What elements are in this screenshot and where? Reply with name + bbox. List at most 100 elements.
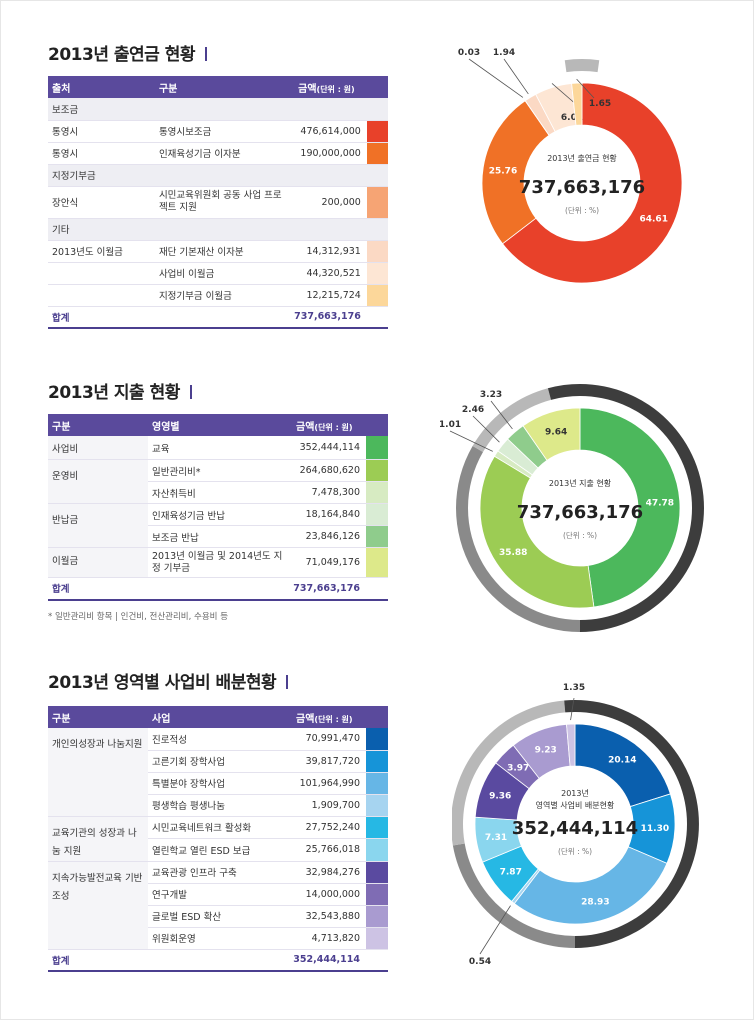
color-swatch: [366, 728, 388, 751]
table-row: 사업비 이월금 44,320,521: [48, 262, 388, 285]
outer-ring-segment: [456, 446, 580, 632]
slice-label: 35.88: [499, 548, 527, 558]
row-item: 통영시보조금: [154, 120, 291, 143]
row-amount: 12,215,724: [290, 284, 367, 307]
slice-label: 25.76: [489, 167, 517, 177]
table-row: 운영비 일반관리비* 264,680,620: [48, 459, 388, 504]
row-amount: 27,752,240: [288, 816, 366, 839]
row-item: 고른기회 장학사업: [148, 750, 288, 773]
color-swatch: [366, 816, 388, 839]
total-row: 합계 737,663,176: [48, 305, 388, 329]
table-row: 평생학습 평생나눔 1,909,700: [48, 794, 388, 817]
slice-label: 1.01: [440, 420, 461, 430]
row-item: 2013년 이월금 및 2014년도 지정 기부금: [148, 547, 288, 578]
donut-center-title: 2013년 출연금 현황: [547, 153, 617, 163]
outer-ring-segment: [564, 59, 600, 73]
header-col2: 구분: [154, 76, 291, 98]
leader-line: [449, 430, 493, 452]
color-swatch: [366, 120, 388, 143]
slice-label: 7.31: [485, 833, 507, 843]
income-donut-chart: 64.61 25.76 0.03 1.94 6.01 1.65 2013년 출연금 현황 73…: [458, 48, 683, 284]
row-item: 열린학교 열린 ESD 보급: [148, 838, 288, 862]
outer-ring-segment: [452, 700, 566, 846]
row-source: 장안식: [48, 186, 155, 219]
color-swatch: [366, 503, 388, 526]
group-label: 반납금: [48, 503, 148, 548]
expense-donut-chart: 47.78 35.88 1.012.46 3.23 9.64 2013년 지출 현황 737…: [440, 384, 704, 632]
slice-label: 3.97: [507, 764, 529, 774]
header-amount: 금액(단위 : 원): [288, 414, 388, 436]
row-amount: 18,164,840: [288, 503, 366, 526]
color-swatch: [366, 927, 388, 950]
color-swatch: [366, 838, 388, 862]
slice-label: 11.30: [641, 824, 669, 834]
slice-label: 64.61: [639, 214, 667, 224]
business-title: 2013년 영역별 사업비 배분현황: [48, 668, 289, 693]
row-amount: 71,049,176: [288, 547, 366, 578]
row-amount: 1,909,700: [288, 794, 366, 817]
total-label: 합계: [48, 948, 148, 972]
table-row: 2013년도 이월금 재단 기본재산 이자분 14,312,931: [48, 240, 388, 263]
table-row: 자산취득비 7,478,300: [48, 481, 388, 504]
row-item: 시민교육네트워크 활성화: [148, 816, 288, 839]
row-amount: 101,964,990: [288, 772, 366, 795]
group-row: 보조금: [48, 98, 388, 121]
table-row: 연구개발 14,000,000: [48, 883, 388, 906]
pie-slice: [566, 723, 576, 767]
table-row: 반납금 인재육성기금 반납 18,164,840: [48, 503, 388, 548]
donut-center-value: 737,663,176: [517, 502, 643, 523]
header-amount: 금액(단위 : 원): [288, 706, 388, 728]
slice-label: 1.65: [589, 99, 611, 109]
table-row: 사업비 교육 352,444,114: [48, 436, 388, 460]
row-source: [48, 284, 155, 307]
slice-label: 9.64: [545, 428, 567, 438]
color-swatch: [366, 262, 388, 285]
group-label: 기타: [48, 218, 367, 241]
donut-center-value: 352,444,114: [512, 818, 638, 839]
table-row: 교육기관의 성장과 나눔 지원 시민교육네트워크 활성화 27,752,240: [48, 816, 388, 862]
table-row: 위원회운영 4,713,820: [48, 927, 388, 950]
pie-slice: [571, 82, 583, 126]
row-item: 인재육성기금 이자분: [154, 142, 291, 165]
color-swatch: [366, 750, 388, 773]
color-swatch: [366, 142, 388, 165]
color-swatch: [366, 905, 388, 928]
table-row: 열린학교 열린 ESD 보급 25,766,018: [48, 838, 388, 862]
donut-center-value: 737,663,176: [519, 177, 645, 198]
header-col2: 영영별: [148, 414, 288, 436]
row-amount: 4,713,820: [288, 927, 366, 950]
leader-line: [472, 415, 500, 443]
group-label: 개인의성장과 나눔지원: [48, 728, 148, 817]
row-item: 사업비 이월금: [154, 262, 291, 285]
table-row: 이월금 2013년 이월금 및 2014년도 지정 기부금 71,049,176: [48, 547, 388, 578]
group-row: 기타: [48, 218, 388, 241]
slice-label: 1.94: [493, 48, 515, 58]
row-item: 지정기부금 이월금: [154, 284, 291, 307]
leader-line: [576, 78, 595, 99]
pie-slice: [481, 100, 550, 245]
row-item: 특별분야 장학사업: [148, 772, 288, 795]
leader-line: [570, 697, 575, 721]
donut-center-title: 2013년: [561, 788, 589, 798]
total-value: 737,663,176: [290, 305, 367, 329]
row-amount: 476,614,000: [290, 120, 367, 143]
header-unit: (단위 : 원): [314, 422, 353, 432]
slice-label: 6.01: [561, 113, 583, 123]
row-source: 통영시: [48, 120, 155, 143]
row-item: 재단 기본재산 이자분: [154, 240, 291, 263]
slice-label: 0.03: [458, 48, 480, 58]
header-unit: (단위 : 원): [314, 714, 353, 724]
pie-slice: [502, 82, 683, 284]
donut-center-title: 2013년 지출 현황: [549, 478, 612, 488]
donut-center: [518, 767, 632, 881]
slice-label: 20.14: [608, 755, 636, 765]
color-swatch: [366, 547, 388, 578]
row-item: 일반관리비*: [148, 459, 288, 482]
color-swatch: [366, 186, 388, 219]
color-swatch: [366, 459, 388, 482]
slice-label: 2.46: [462, 405, 484, 415]
row-source: [48, 262, 155, 285]
row-item: 연구개발: [148, 883, 288, 906]
row-item: 교육: [148, 436, 288, 460]
slice-label: 47.78: [646, 498, 674, 508]
